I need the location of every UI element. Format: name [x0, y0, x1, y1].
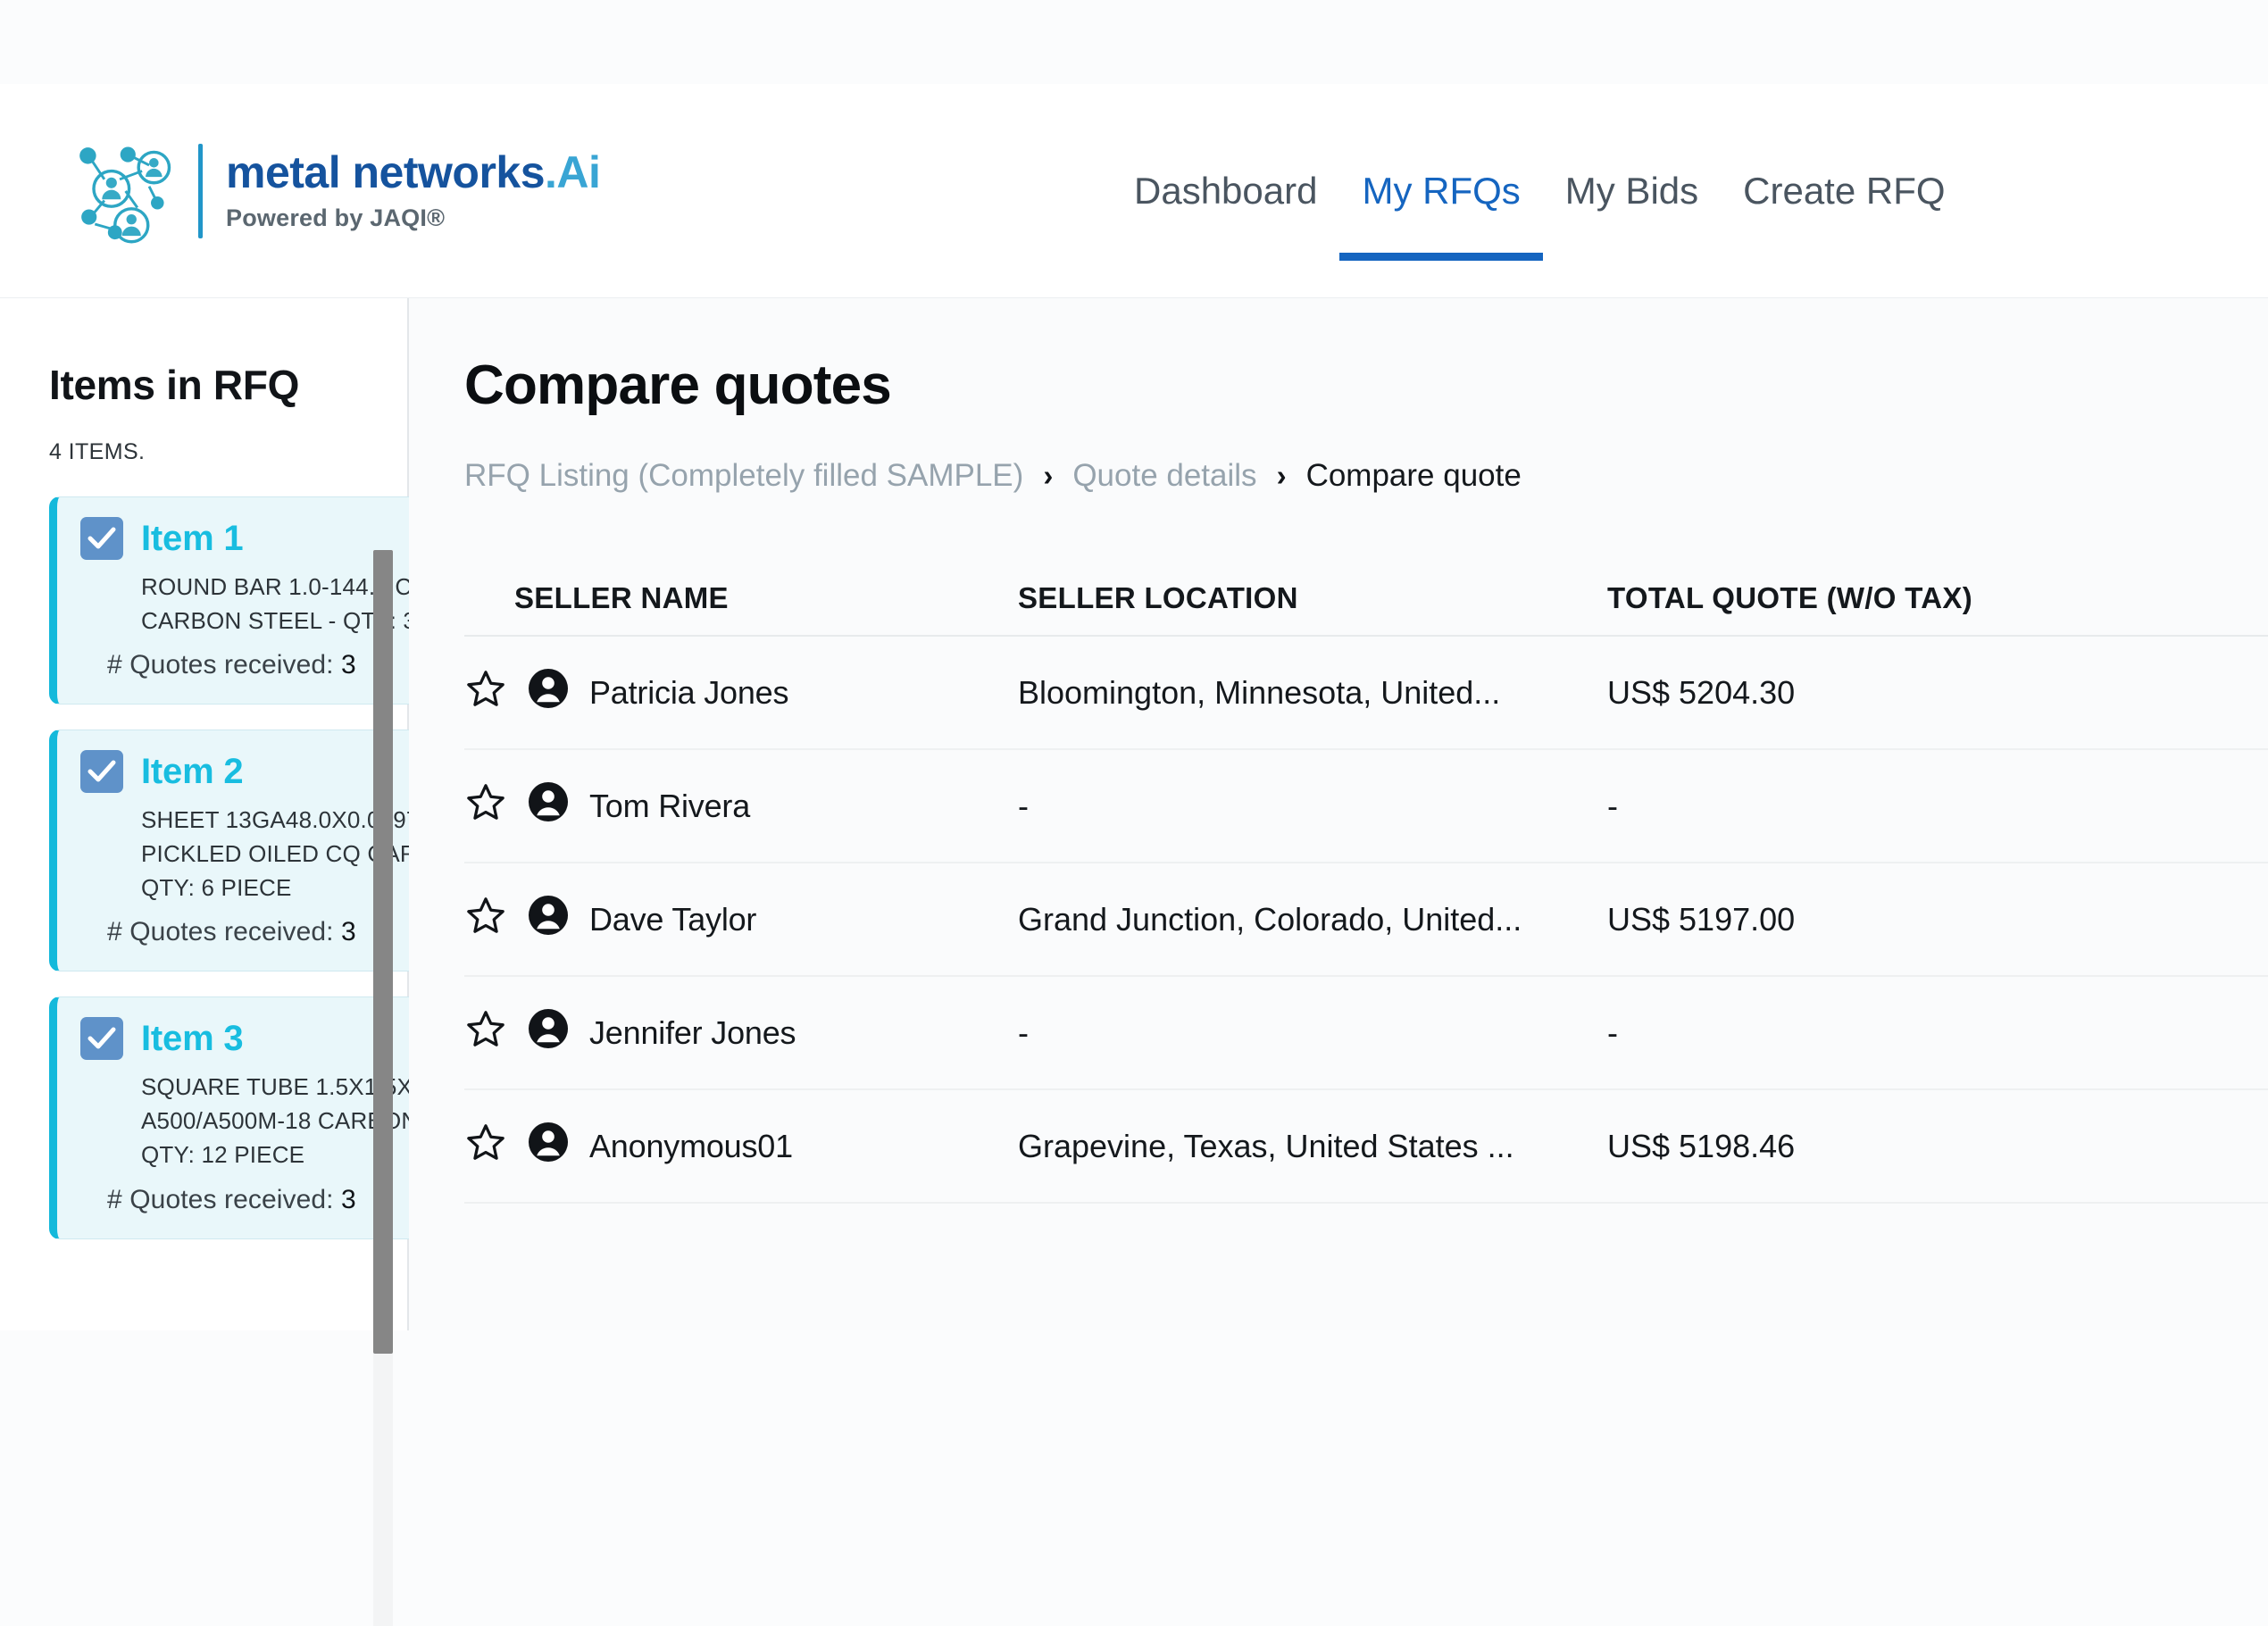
cell-seller-name: Tom Rivera — [464, 780, 1018, 831]
cell-total-quote: - — [1607, 787, 1618, 824]
cell-seller-name: Jennifer Jones — [464, 1007, 1018, 1058]
network-nodes-icon — [64, 132, 182, 250]
user-avatar-icon — [527, 1007, 570, 1058]
cell-seller-location: Bloomington, Minnesota, United... — [1018, 673, 1501, 711]
main-content: Compare quotes RFQ Listing (Completely f… — [409, 298, 2268, 1330]
nav-item-my-rfqs[interactable]: My RFQs — [1339, 84, 1544, 298]
cell-seller-name: Dave Taylor — [464, 894, 1018, 945]
cell-seller-location: Grand Junction, Colorado, United... — [1018, 900, 1522, 938]
table-row[interactable]: Anonymous01 Grapevine, Texas, United Sta… — [464, 1090, 2268, 1204]
cell-seller-name: Anonymous01 — [464, 1121, 1018, 1172]
user-avatar-icon — [527, 780, 570, 831]
breadcrumb-item-rfq-listing[interactable]: RFQ Listing (Completely filled SAMPLE) — [464, 458, 1024, 493]
user-avatar-icon — [527, 1121, 570, 1172]
star-outline-icon[interactable] — [464, 668, 507, 717]
table-row[interactable]: Patricia Jones Bloomington, Minnesota, U… — [464, 637, 2268, 750]
item-label-3: Item 3 — [141, 1018, 244, 1058]
body-container: Items in RFQ 4 ITEMS. Item 1 ROUND BAR 1… — [0, 298, 2268, 1626]
star-outline-icon[interactable] — [464, 1008, 507, 1057]
sidebar-title: Items in RFQ — [49, 362, 300, 408]
item-checkbox-3[interactable] — [80, 1017, 123, 1061]
table-row[interactable]: Dave Taylor Grand Junction, Colorado, Un… — [464, 863, 2268, 977]
chevron-right-icon: › — [1276, 459, 1287, 492]
brand-logo[interactable]: metal networks.Ai Powered by JAQI® — [64, 132, 601, 250]
breadcrumb-item-compare-quote: Compare quote — [1305, 458, 1522, 493]
table-header-row: SELLER NAME SELLER LOCATION TOTAL QUOTE … — [464, 551, 2268, 637]
column-header-seller-location: SELLER LOCATION — [1018, 581, 1298, 614]
star-outline-icon[interactable] — [464, 781, 507, 830]
seller-name-text: Dave Taylor — [589, 900, 757, 938]
breadcrumb: RFQ Listing (Completely filled SAMPLE) ›… — [464, 458, 2268, 494]
quotes-table: SELLER NAME SELLER LOCATION TOTAL QUOTE … — [464, 551, 2268, 1204]
table-row[interactable]: Jennifer Jones - - — [464, 977, 2268, 1090]
user-avatar-icon — [527, 667, 570, 718]
user-avatar-icon — [527, 894, 570, 945]
cell-total-quote: US$ 5204.30 — [1607, 673, 1796, 711]
cell-total-quote: US$ 5197.00 — [1607, 900, 1796, 938]
item-quotes-2: # Quotes received: 3 — [107, 917, 356, 947]
item-label-2: Item 2 — [141, 751, 244, 791]
items-sidebar: Items in RFQ 4 ITEMS. Item 1 ROUND BAR 1… — [0, 298, 589, 1626]
cell-seller-name: Patricia Jones — [464, 667, 1018, 718]
item-header: Item 3 — [80, 1017, 565, 1061]
nav-item-my-bids[interactable]: My Bids — [1564, 170, 1699, 212]
cell-seller-location: - — [1018, 787, 1029, 824]
seller-name-text: Patricia Jones — [589, 673, 789, 711]
item-checkbox-2[interactable] — [80, 750, 123, 794]
page-title: Compare quotes — [464, 354, 892, 416]
star-outline-icon[interactable] — [464, 1122, 507, 1171]
seller-name-text: Tom Rivera — [589, 787, 751, 824]
brand-subtitle: Powered by JAQI® — [226, 204, 446, 231]
column-header-total-quote: TOTAL QUOTE (W/O TAX) — [1607, 581, 1972, 614]
chevron-right-icon: › — [1043, 459, 1054, 492]
sidebar-item-count: 4 ITEMS. — [49, 439, 146, 464]
cell-seller-location: - — [1018, 1013, 1029, 1051]
item-quotes-3: # Quotes received: 3 — [107, 1184, 356, 1214]
column-header-seller-name: SELLER NAME — [514, 581, 729, 614]
app-window: metal networks.Ai Powered by JAQI® Dashb… — [0, 84, 2268, 1626]
item-header: Item 1 — [80, 517, 565, 560]
item-quotes-1: # Quotes received: 3 — [107, 650, 356, 680]
brand-text: metal networks.Ai Powered by JAQI® — [226, 147, 601, 232]
item-header: Item 2 — [80, 750, 565, 794]
cell-total-quote: US$ 5198.46 — [1607, 1127, 1796, 1164]
nav-item-create-rfq[interactable]: Create RFQ — [1743, 170, 1946, 212]
star-outline-icon[interactable] — [464, 895, 507, 944]
brand-title: metal networks.Ai — [226, 147, 601, 198]
item-label-1: Item 1 — [141, 518, 244, 558]
sidebar-scrollbar-thumb[interactable] — [373, 550, 393, 1354]
brand-divider — [198, 143, 203, 238]
item-checkbox-1[interactable] — [80, 517, 123, 560]
nav-item-dashboard[interactable]: Dashboard — [1134, 170, 1318, 212]
table-row[interactable]: Tom Rivera - - — [464, 750, 2268, 863]
main-navigation: Dashboard My RFQs My Bids Create RFQ — [1112, 84, 1968, 298]
cell-seller-location: Grapevine, Texas, United States ... — [1018, 1127, 1514, 1164]
cell-total-quote: - — [1607, 1013, 1618, 1051]
seller-name-text: Jennifer Jones — [589, 1013, 796, 1051]
seller-name-text: Anonymous01 — [589, 1127, 793, 1164]
app-header: metal networks.Ai Powered by JAQI® Dashb… — [0, 84, 2268, 298]
breadcrumb-item-quote-details[interactable]: Quote details — [1072, 458, 1257, 493]
